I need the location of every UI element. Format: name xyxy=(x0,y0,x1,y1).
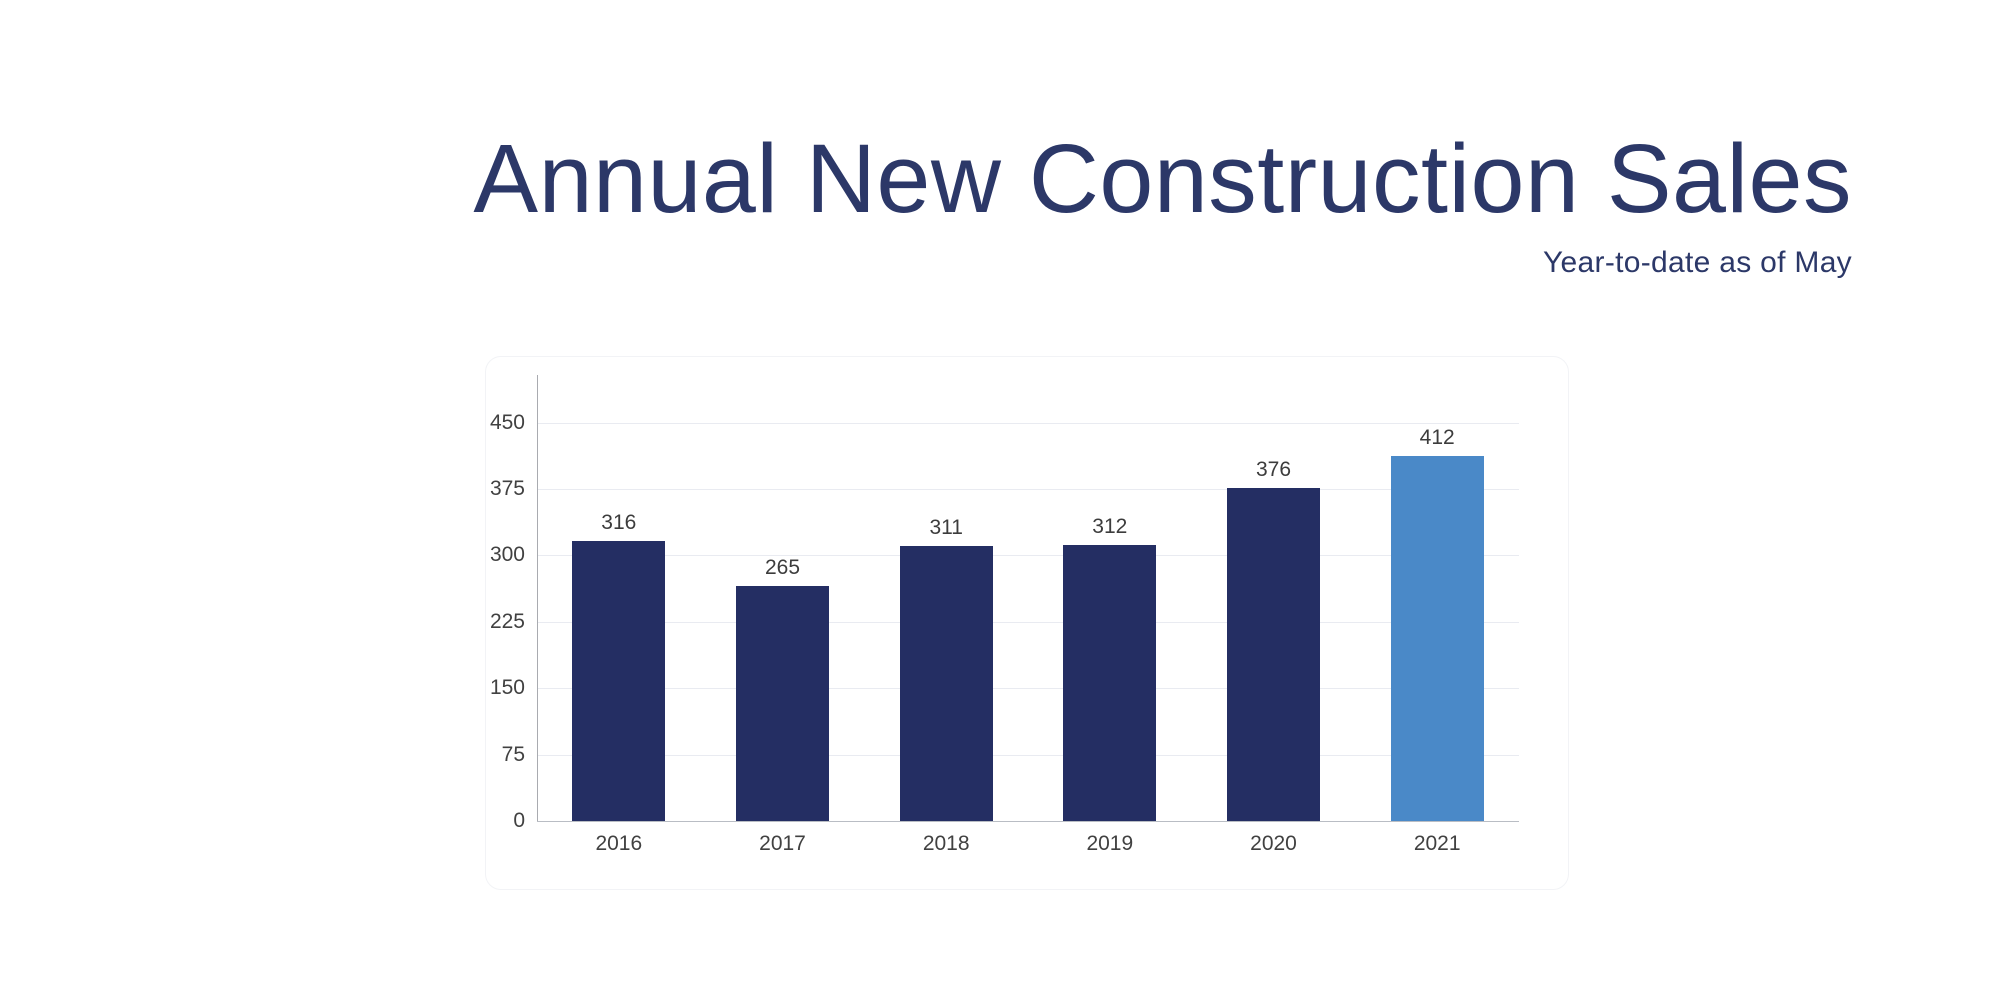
x-tick-label: 2016 xyxy=(595,832,643,855)
bar-2016 xyxy=(572,541,666,821)
x-tick-label: 2017 xyxy=(759,832,806,855)
y-tick-label: 225 xyxy=(489,609,525,633)
y-tick-label: 75 xyxy=(501,742,525,766)
bar-value-label: 311 xyxy=(929,515,963,539)
gridline-75 xyxy=(537,754,1519,756)
y-tick-label: 300 xyxy=(489,543,525,567)
bar-value-label: 265 xyxy=(764,556,801,580)
y-axis-line xyxy=(537,375,538,821)
bar-value-label: 376 xyxy=(1255,458,1292,482)
x-tick-label: 2021 xyxy=(1413,832,1461,855)
bar-value-label: 312 xyxy=(1092,514,1128,538)
y-tick-label: 0 xyxy=(513,809,525,832)
y-tick-label: 375 xyxy=(489,477,525,500)
y-tick-label: 450 xyxy=(489,410,525,434)
x-tick-label: 2020 xyxy=(1250,832,1297,855)
bar-value-label: 316 xyxy=(601,511,637,535)
gridline-150 xyxy=(537,688,1519,690)
gridline-375 xyxy=(537,489,1519,490)
gridline-300 xyxy=(537,555,1519,557)
bar-value-label: 412 xyxy=(1419,426,1455,450)
x-axis-line xyxy=(537,821,1519,822)
y-tick-label: 150 xyxy=(489,676,525,700)
bar-2020 xyxy=(1227,488,1320,821)
gridline-225 xyxy=(537,621,1519,623)
gridline-450 xyxy=(537,422,1519,424)
page-title: Annual New Construction Sales xyxy=(473,124,1852,233)
bar-2017 xyxy=(736,586,829,821)
bar-2019 xyxy=(1063,544,1157,821)
bar-chart: 0 75 150 225 300 375 450 316 2016 265 2017 311 2018 3… xyxy=(485,356,1569,890)
x-tick-label: 2019 xyxy=(1086,832,1134,855)
bar-2021 xyxy=(1390,456,1484,821)
bar-2018 xyxy=(899,545,993,821)
page-subtitle: Year-to-date as of May xyxy=(1543,246,1852,279)
x-tick-label: 2018 xyxy=(922,832,970,855)
